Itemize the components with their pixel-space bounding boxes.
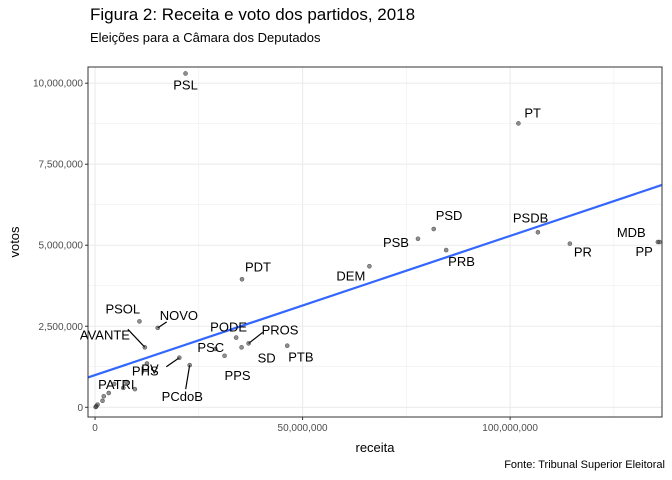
data-point-pdt	[239, 276, 245, 282]
leader-line-pcdob	[185, 365, 191, 390]
data-point-dem	[367, 264, 372, 269]
data-point-pcdob	[187, 362, 192, 368]
data-point-pros	[246, 341, 251, 346]
data-point-avante	[142, 345, 148, 350]
y-tick-label: 2,500,000	[39, 322, 84, 333]
x-axis: 0 50,000,000 100,000,000	[92, 417, 538, 434]
y-axis: 0 2,500,000 5,000,000 7,500,000 10,000,000	[33, 79, 88, 414]
plot-border	[87, 66, 663, 418]
leader-line-avante	[127, 328, 146, 348]
point-label-pr: PR	[574, 245, 592, 260]
point-label-psb: PSB	[383, 235, 409, 250]
y-tick-label: 5,000,000	[39, 241, 84, 252]
x-axis-title: receita	[355, 440, 395, 455]
point-labels: PSL PT PSD PSDB PSB PRB PR MDB PP DEM PDT PSOL NOVO P…	[80, 77, 653, 404]
data-point-novo	[155, 325, 161, 331]
data-point-psb	[415, 236, 421, 242]
plot-panel	[88, 67, 662, 417]
point-label-pt: PT	[524, 105, 541, 120]
data-point-phs	[144, 361, 150, 366]
point-label-novo: NOVO	[160, 308, 198, 323]
point-label-psol: PSOL	[105, 301, 140, 316]
point-label-psd: PSD	[436, 208, 463, 223]
minor-gridlines	[88, 67, 662, 417]
data-point	[93, 404, 98, 410]
point-label-psc: PSC	[197, 340, 224, 355]
chart-subtitle: Eleições para a Câmara dos Deputados	[90, 30, 321, 45]
leader-line-pros	[248, 331, 263, 344]
point-label-pcdob: PCdoB	[162, 389, 203, 404]
data-point-pps	[222, 353, 227, 359]
point-label-sd: SD	[258, 350, 276, 365]
data-points	[93, 71, 662, 410]
data-point-pp	[657, 239, 662, 245]
point-label-phs: PHS	[132, 364, 159, 379]
y-axis-title: votos	[7, 226, 22, 258]
point-label-pp: PP	[636, 244, 653, 259]
data-point-prb	[443, 247, 449, 253]
point-label-pode: PODE	[210, 320, 247, 335]
label-leader-lines	[127, 321, 263, 390]
point-label-prb: PRB	[448, 254, 475, 269]
data-point-pode	[233, 335, 239, 340]
data-point	[106, 390, 112, 396]
data-point-psd	[431, 226, 437, 232]
point-label-pdt: PDT	[245, 259, 271, 274]
data-point	[100, 398, 105, 404]
trend-line	[87, 183, 663, 379]
data-point-sd	[239, 345, 244, 350]
data-point	[101, 393, 107, 399]
data-point	[132, 386, 138, 392]
y-tick-label: 7,500,000	[39, 160, 84, 171]
x-tick-label: 100,000,000	[482, 423, 538, 434]
point-label-psl: PSL	[173, 77, 198, 92]
point-label-pv: PV	[141, 362, 159, 377]
point-label-avante: AVANTE	[80, 327, 130, 342]
data-point	[111, 381, 117, 387]
point-label-patri: PATRI	[98, 377, 134, 392]
point-label-ptb: PTB	[288, 350, 313, 365]
data-point-pr	[567, 241, 573, 246]
point-label-pps: PPS	[225, 368, 251, 383]
point-label-mdb: MDB	[617, 225, 646, 240]
leader-line-pv	[165, 357, 180, 368]
x-tick-label: 50,000,000	[278, 423, 328, 434]
source-caption: Fonte: Tribunal Superior Eleitoral	[504, 459, 665, 471]
data-point-pv	[177, 355, 182, 360]
point-label-dem: DEM	[336, 268, 365, 283]
data-point-ptb	[284, 343, 290, 349]
data-point-patri	[123, 379, 129, 385]
y-tick-label: 10,000,000	[33, 79, 83, 90]
data-point-pt	[516, 121, 521, 126]
x-tick-label: 0	[92, 423, 98, 434]
data-point-psdb	[535, 229, 541, 235]
chart-title: Figura 2: Receita e voto dos partidos, 2…	[90, 5, 416, 24]
data-point	[120, 385, 126, 391]
major-gridlines	[88, 67, 662, 417]
data-point-psol	[137, 319, 142, 324]
data-point-psc	[213, 346, 218, 352]
data-point-psl	[183, 71, 188, 76]
y-tick-label: 0	[77, 403, 83, 414]
point-label-psdb: PSDB	[513, 210, 548, 225]
point-label-pros: PROS	[262, 322, 299, 337]
